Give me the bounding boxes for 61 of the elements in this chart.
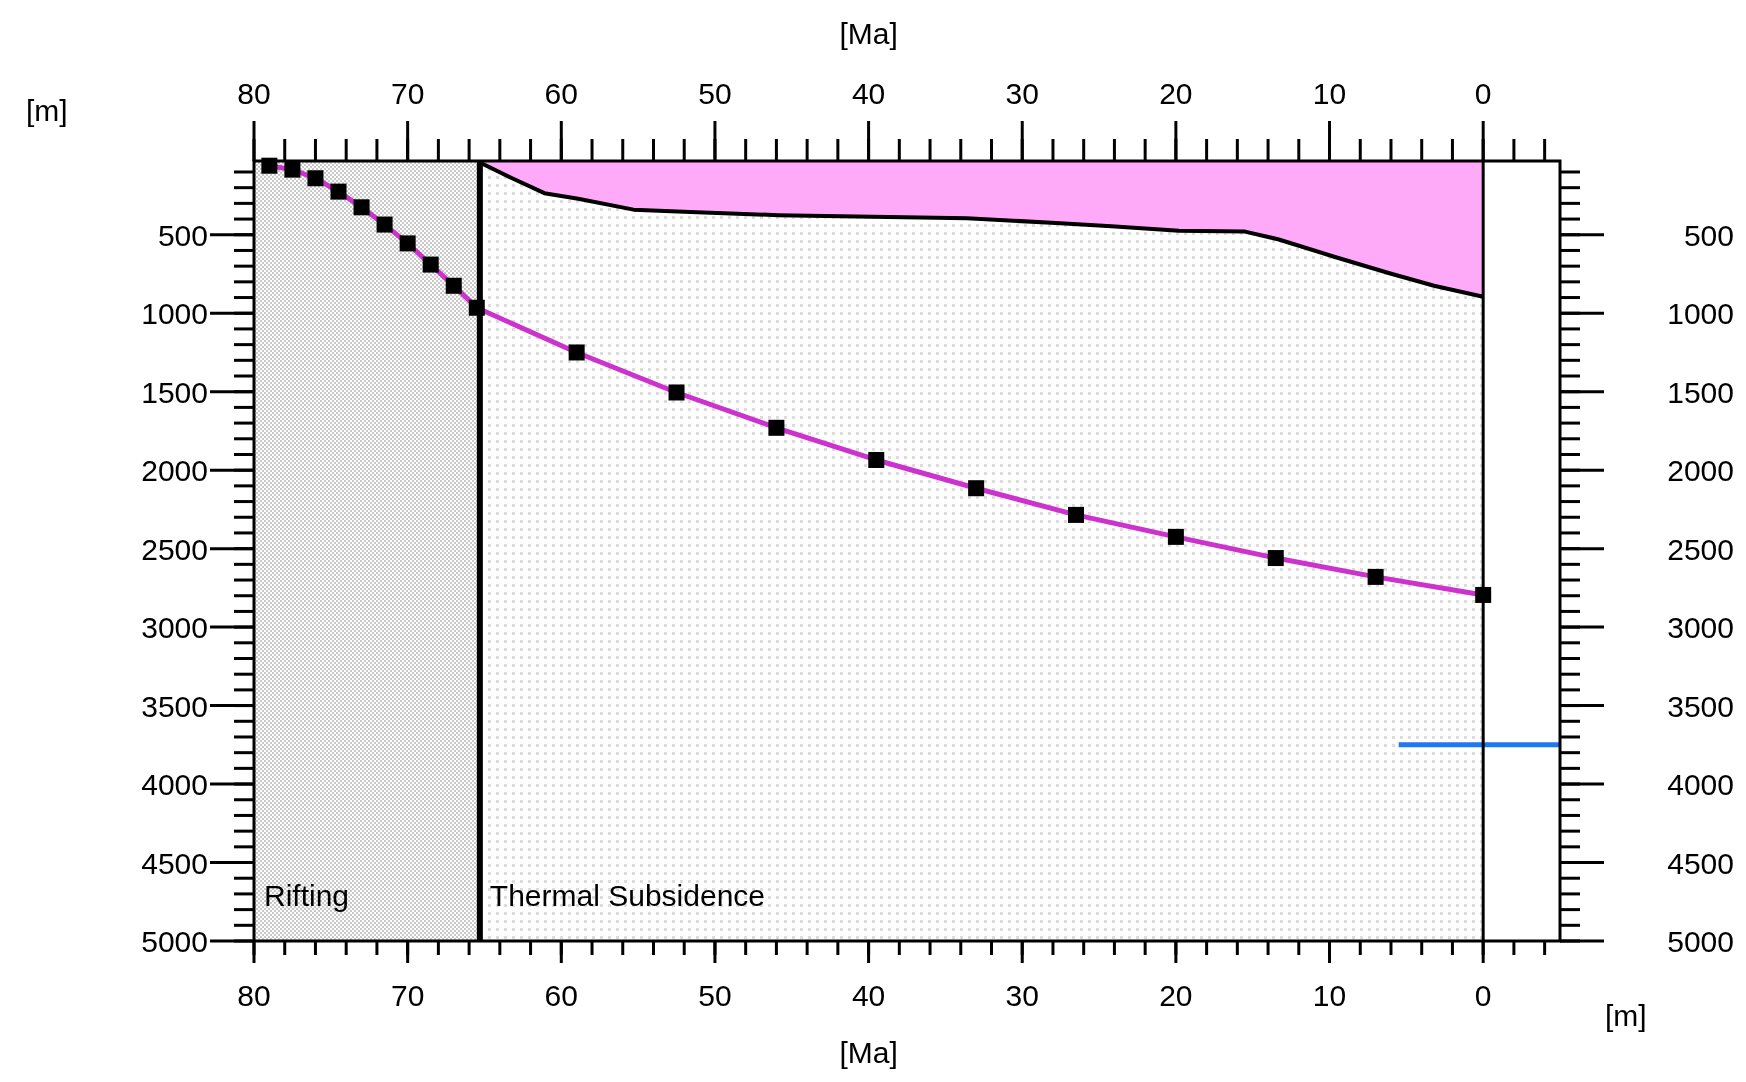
band-label: Thermal Subsidence — [489, 879, 766, 912]
y-tick-label: 3000 — [141, 611, 208, 645]
point — [968, 480, 985, 497]
x-tick-label: 10 — [1312, 979, 1347, 1012]
point — [1167, 528, 1184, 545]
y-axis-title: [m] — [26, 94, 68, 127]
y-tick-label: 5000 — [141, 925, 208, 958]
point — [1068, 506, 1085, 523]
point — [376, 216, 393, 233]
y-tick-label: 4000 — [141, 768, 208, 802]
x-tick-label: 70 — [390, 979, 425, 1012]
point — [422, 256, 439, 273]
y2-tick-label: 5000 — [1667, 925, 1734, 958]
x-tick-label: 60 — [544, 979, 578, 1012]
y2-tick-label: 2000 — [1667, 454, 1734, 488]
point — [868, 451, 885, 468]
y2-tick-label: 4000 — [1667, 768, 1734, 802]
x-tick-label: 20 — [1159, 979, 1193, 1012]
x2-tick-label: 80 — [237, 77, 271, 110]
x2-axis-title: [Ma] — [839, 17, 898, 50]
x-tick-label: 40 — [851, 979, 886, 1012]
x2-tick-label: 60 — [544, 77, 578, 110]
point — [353, 199, 370, 216]
x-tick-label: 50 — [698, 979, 732, 1012]
y2-tick-label: 3500 — [1667, 689, 1734, 723]
x-tick-label: 30 — [1005, 979, 1039, 1012]
point — [1267, 550, 1284, 567]
x2-tick-label: 50 — [698, 77, 732, 110]
point — [330, 183, 347, 200]
x-tick-label: 80 — [237, 979, 271, 1012]
x2-tick-label: 0 — [1474, 77, 1492, 110]
x2-tick-label: 30 — [1005, 77, 1039, 110]
x-axis-title: [Ma] — [839, 1036, 898, 1069]
point — [768, 419, 785, 436]
y-tick-label: 500 — [157, 218, 208, 252]
point — [445, 277, 462, 294]
y-tick-label: 2500 — [141, 532, 208, 566]
y2-tick-label: 4500 — [1667, 846, 1734, 880]
x2-tick-label: 40 — [851, 77, 886, 110]
y2-tick-label: 1000 — [1667, 297, 1734, 331]
y-tick-label: 1000 — [141, 297, 208, 331]
point — [399, 235, 416, 252]
point — [284, 161, 301, 178]
y2-tick-label: 2500 — [1667, 532, 1734, 566]
point — [668, 384, 685, 401]
point — [307, 170, 324, 187]
y-tick-label: 4500 — [141, 846, 208, 880]
x2-tick-label: 70 — [390, 77, 425, 110]
y2-tick-label: 1500 — [1667, 375, 1734, 409]
band-label: Rifting — [264, 879, 350, 912]
y2-tick-label: 500 — [1683, 218, 1734, 252]
y-tick-label: 2000 — [141, 454, 208, 488]
x-tick-label: 0 — [1474, 979, 1492, 1012]
y2-tick-label: 3000 — [1667, 611, 1734, 645]
x2-tick-label: 10 — [1312, 77, 1347, 110]
y-tick-label: 3500 — [141, 689, 208, 723]
x2-tick-label: 20 — [1159, 77, 1193, 110]
point — [568, 344, 585, 361]
y-tick-label: 1500 — [141, 375, 208, 409]
point — [1367, 568, 1384, 585]
y2-axis-title: [m] — [1605, 999, 1647, 1032]
